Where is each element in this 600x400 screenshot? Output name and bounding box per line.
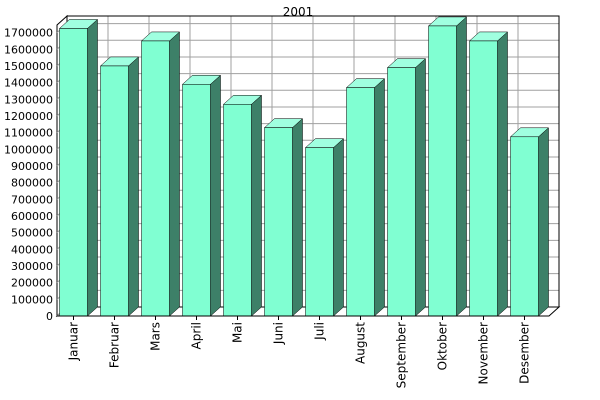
bar: [427, 16, 468, 317]
bar-side: [538, 127, 549, 317]
y-tick-label: 1000000: [4, 143, 53, 156]
x-tick-label: April: [190, 322, 204, 349]
y-tick-label: 1200000: [4, 110, 53, 123]
x-tick-label: Juli: [313, 322, 327, 341]
bar-side: [415, 58, 426, 317]
bar: [509, 127, 550, 317]
y-tick-label: 800000: [11, 177, 53, 190]
x-tick-label: September: [395, 322, 409, 388]
bar: [263, 118, 304, 317]
bar-side: [456, 16, 467, 317]
bar-front: [387, 67, 416, 317]
bar-front: [346, 87, 375, 317]
x-tick-label: November: [477, 322, 491, 384]
bar: [345, 78, 386, 317]
x-tick-label: Februar: [108, 322, 122, 368]
bar-side: [128, 56, 139, 317]
y-tick-label: 500000: [11, 227, 53, 240]
y-tick-label: 0: [46, 310, 53, 323]
bar: [140, 31, 181, 317]
x-tick-label: Mai: [231, 322, 245, 343]
y-tick-label: 100000: [11, 293, 53, 306]
bar-front: [305, 147, 334, 317]
bar-front: [59, 28, 88, 317]
y-tick-label: 400000: [11, 243, 53, 256]
y-tick-label: 200000: [11, 277, 53, 290]
y-axis: 0 100000 200000 300000 400000 500000 600000 700…: [4, 27, 53, 323]
bar-front: [141, 40, 170, 317]
y-tick-label: 1600000: [4, 43, 53, 56]
y-tick-label: 1400000: [4, 77, 53, 90]
bar-front: [510, 136, 539, 317]
bar-side: [169, 31, 180, 317]
bar-side: [292, 118, 303, 317]
x-tick-label: Desember: [518, 322, 532, 384]
y-tick-label: 600000: [11, 210, 53, 223]
bar-front: [428, 25, 457, 317]
y-tick-label: 1300000: [4, 93, 53, 106]
bar-side: [497, 31, 508, 317]
bar-front: [182, 84, 211, 317]
y-tick-label: 700000: [11, 193, 53, 206]
y-tick-label: 1700000: [4, 27, 53, 40]
y-tick-label: 900000: [11, 160, 53, 173]
x-tick-label: Mars: [149, 322, 163, 351]
bar-side: [210, 74, 221, 317]
bar-front: [100, 65, 129, 317]
bar-side: [251, 94, 262, 317]
bar: [386, 58, 427, 317]
x-tick-label: Juni: [272, 322, 286, 345]
x-tick-label: August: [354, 322, 368, 364]
y-tick-label: 300000: [11, 260, 53, 273]
bar-front: [264, 127, 293, 317]
bar: [58, 18, 99, 317]
x-tick-label: Januar: [67, 322, 81, 361]
y-tick-label: 1100000: [4, 127, 53, 140]
y-tick-label: 1500000: [4, 60, 53, 73]
bar-side: [374, 78, 385, 317]
x-tick-label: Oktober: [436, 322, 450, 370]
bar: [99, 56, 140, 317]
bar: [304, 138, 345, 317]
bar-side: [87, 18, 98, 317]
bar: [181, 74, 222, 317]
bar: [468, 31, 509, 317]
bar-front: [223, 104, 252, 317]
bar-side: [333, 138, 344, 317]
x-axis: Januar Februar Mars April Mai Juni Juli August S…: [57, 315, 549, 388]
bar: [222, 94, 263, 317]
bar-front: [469, 40, 498, 317]
